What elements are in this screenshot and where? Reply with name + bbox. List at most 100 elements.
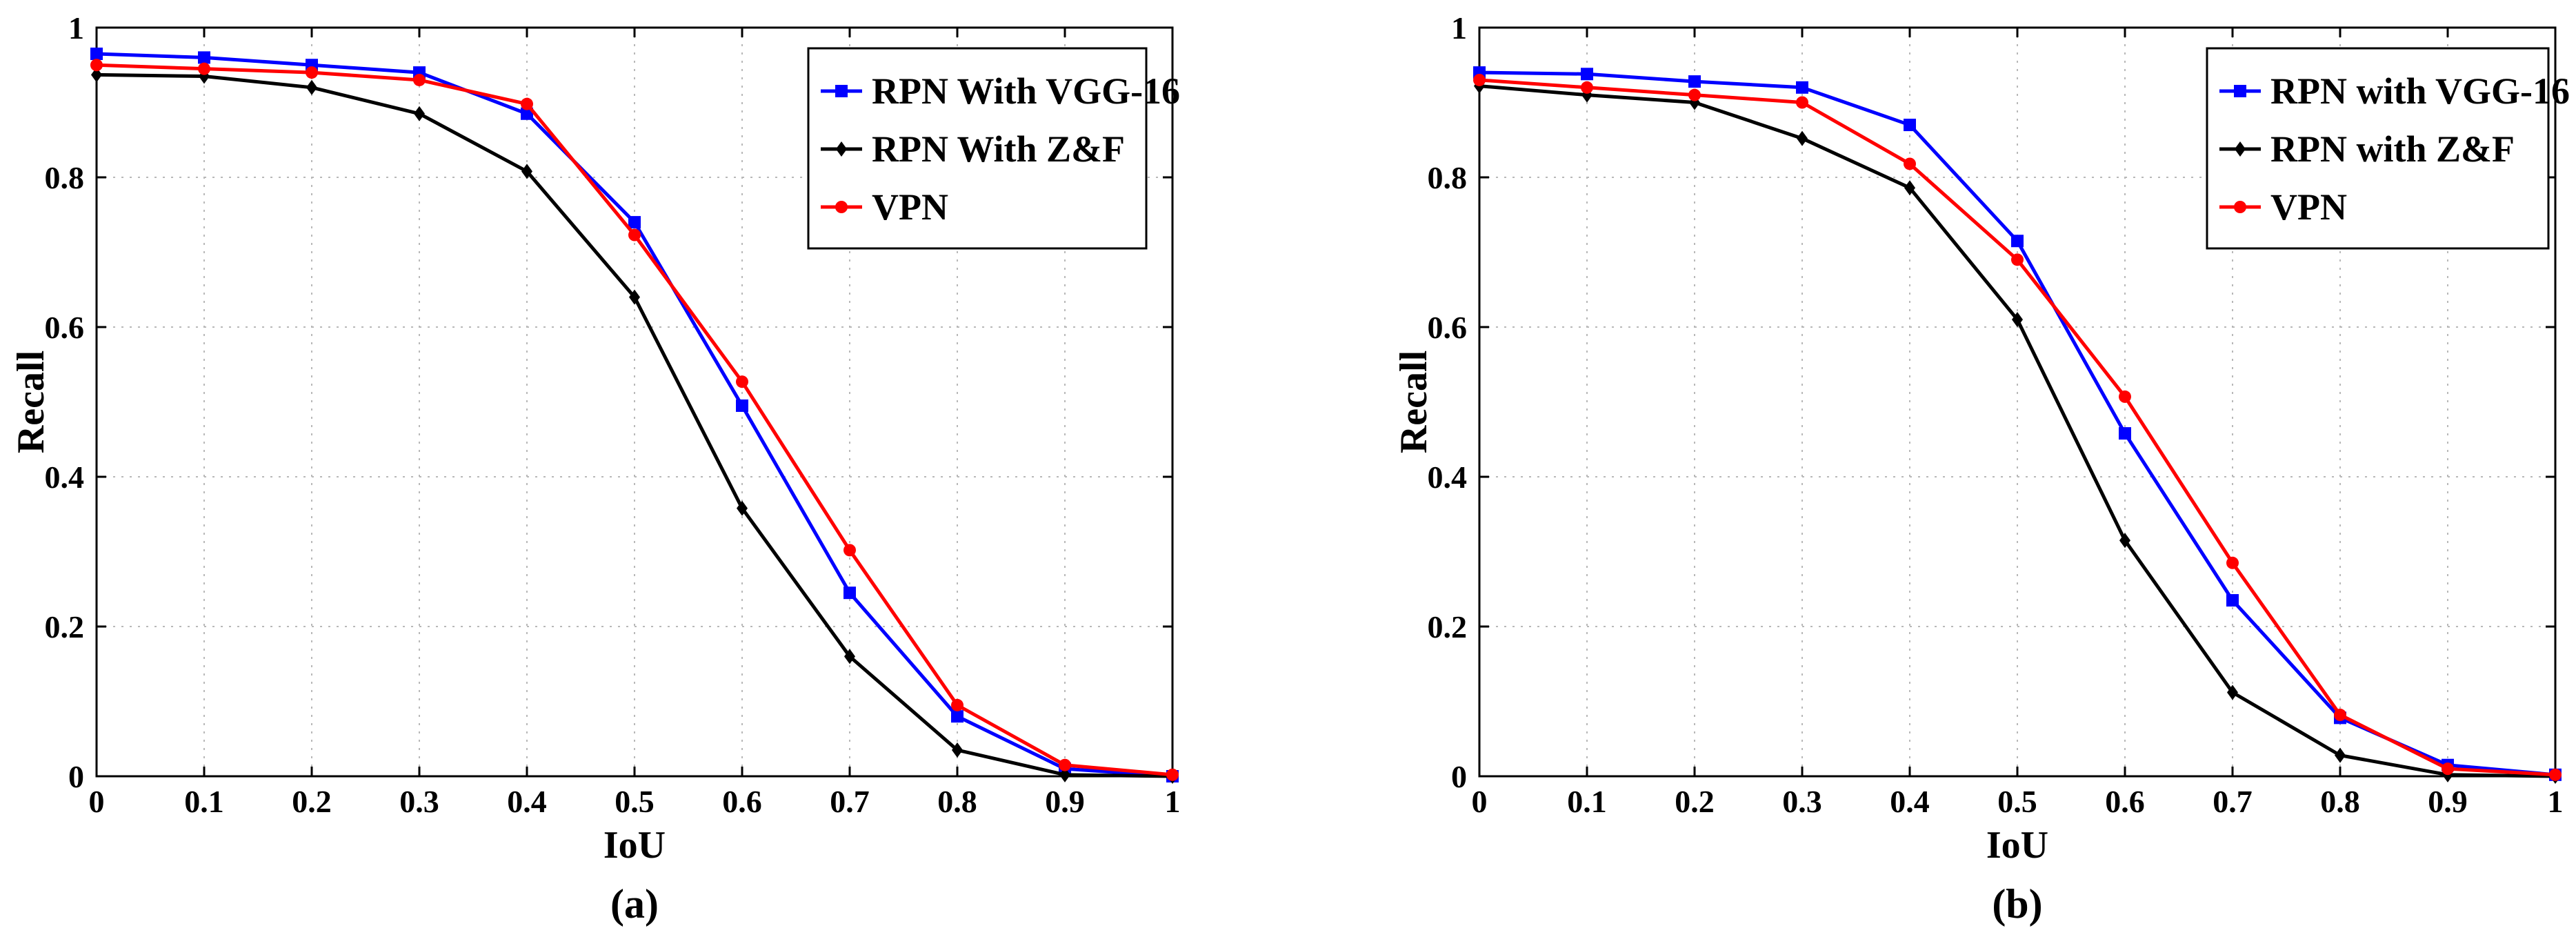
data-point — [1473, 73, 1486, 86]
x-tick-label: 0.4 — [507, 784, 547, 819]
legend-marker — [835, 85, 848, 97]
x-tick-label: 0.7 — [2213, 784, 2253, 819]
y-tick-label: 1 — [1451, 10, 1467, 46]
y-tick-label: 0.2 — [45, 609, 85, 644]
x-tick-label: 0.2 — [1675, 784, 1715, 819]
y-tick-label: 0 — [68, 759, 84, 794]
x-tick-label: 1 — [2548, 784, 2564, 819]
data-point — [1059, 758, 1071, 771]
data-point — [2119, 533, 2130, 549]
y-tick-label: 1 — [68, 10, 84, 46]
data-point — [198, 62, 210, 75]
data-point — [2119, 390, 2131, 403]
series-2 — [90, 59, 1179, 781]
data-point — [1796, 96, 1808, 109]
data-point — [2335, 747, 2346, 763]
data-point — [1688, 75, 1701, 88]
x-tick-label: 0.3 — [399, 784, 439, 819]
legend-marker — [2234, 201, 2246, 213]
x-tick-label: 1 — [1165, 784, 1181, 819]
y-tick-label: 0.4 — [45, 460, 85, 495]
data-point — [91, 67, 102, 83]
x-tick-label: 0.5 — [1997, 784, 2037, 819]
data-point — [2011, 253, 2024, 266]
legend-entry: RPN with VGG-16 — [2270, 70, 2570, 112]
x-tick-label: 0.6 — [722, 784, 762, 819]
series-2 — [1473, 73, 2562, 781]
data-point — [736, 375, 748, 388]
data-point — [1904, 180, 1915, 196]
x-tick-label: 0.1 — [184, 784, 224, 819]
data-point — [306, 79, 317, 95]
data-point — [629, 289, 640, 305]
data-point — [521, 107, 533, 120]
legend-marker — [836, 141, 847, 157]
chart-panel-a: 0 0.1 0.2 0.3 0.4 0.5 0.6 0.7 0.8 0.9 1 0 0.2 0.4 0.6 0… — [10, 10, 1181, 927]
data-point — [844, 649, 855, 664]
legend-entry: VPN — [2270, 186, 2347, 228]
legend-marker — [835, 201, 848, 213]
data-point — [2227, 684, 2238, 700]
data-point — [306, 66, 318, 79]
x-tick-label: 0.4 — [1890, 784, 1930, 819]
data-point — [90, 47, 103, 60]
data-point — [2226, 594, 2239, 607]
data-point — [1796, 81, 1808, 94]
plot-frame — [95, 26, 1174, 778]
data-point — [952, 742, 963, 758]
data-point — [628, 228, 641, 242]
x-tick-label: 0.7 — [830, 784, 870, 819]
legend-marker — [2235, 141, 2246, 157]
data-point — [1059, 767, 1070, 782]
data-point — [2012, 312, 2023, 328]
data-point — [1688, 88, 1701, 101]
x-tick-label: 0.6 — [2105, 784, 2145, 819]
data-point — [737, 500, 748, 516]
y-tick-label: 0.8 — [1428, 160, 1468, 195]
legend-entry: RPN With Z&F — [872, 128, 1125, 170]
data-point — [2226, 556, 2239, 569]
data-point — [198, 51, 210, 64]
x-axis-title: IoU — [603, 824, 666, 867]
legend-box — [2206, 47, 2550, 250]
y-axis-title: Recall — [10, 351, 52, 453]
x-tick-label: 0.9 — [2428, 784, 2468, 819]
x-tick-label: 0 — [89, 784, 105, 819]
legend-marker — [2234, 85, 2246, 97]
x-axis-title: IoU — [1986, 824, 2048, 867]
data-point — [843, 587, 856, 600]
data-point — [628, 216, 641, 229]
data-point — [1581, 68, 1593, 81]
legend-entry: RPN with Z&F — [2270, 128, 2515, 170]
data-point — [2549, 768, 2562, 781]
data-point — [2442, 762, 2454, 776]
plot-frame — [1478, 26, 2557, 778]
y-tick-label: 0.6 — [45, 310, 85, 345]
y-tick-label: 0.2 — [1428, 609, 1468, 644]
x-tick-label: 0.3 — [1782, 784, 1822, 819]
data-point — [1166, 768, 1179, 781]
data-point — [1797, 130, 1808, 146]
x-tick-label: 0.8 — [937, 784, 977, 819]
legend: RPN With VGG-16 RPN With Z&F VPN — [807, 47, 1180, 250]
data-point — [521, 164, 532, 179]
data-point — [414, 106, 425, 121]
data-point — [951, 710, 963, 723]
data-point — [1904, 119, 1916, 132]
data-point — [1904, 157, 1916, 170]
data-point — [90, 59, 103, 72]
x-tick-label: 0.2 — [292, 784, 332, 819]
chart-panel-b: 0 0.1 0.2 0.3 0.4 0.5 0.6 0.7 0.8 0.9 1 0 0.2 0.4 0.6 0… — [1392, 10, 2570, 927]
x-tick-label: 0 — [1472, 784, 1488, 819]
legend-box — [807, 47, 1148, 250]
legend-entry: VPN — [872, 186, 948, 228]
data-point — [736, 399, 748, 412]
data-point — [521, 97, 533, 110]
series-1 — [1474, 78, 2561, 784]
legend-entry: RPN With VGG-16 — [872, 70, 1180, 112]
y-tick-label: 0.8 — [45, 160, 85, 195]
y-tick-label: 0.6 — [1428, 310, 1468, 345]
y-tick-label: 0.4 — [1428, 460, 1468, 495]
x-tick-label: 0.5 — [615, 784, 655, 819]
